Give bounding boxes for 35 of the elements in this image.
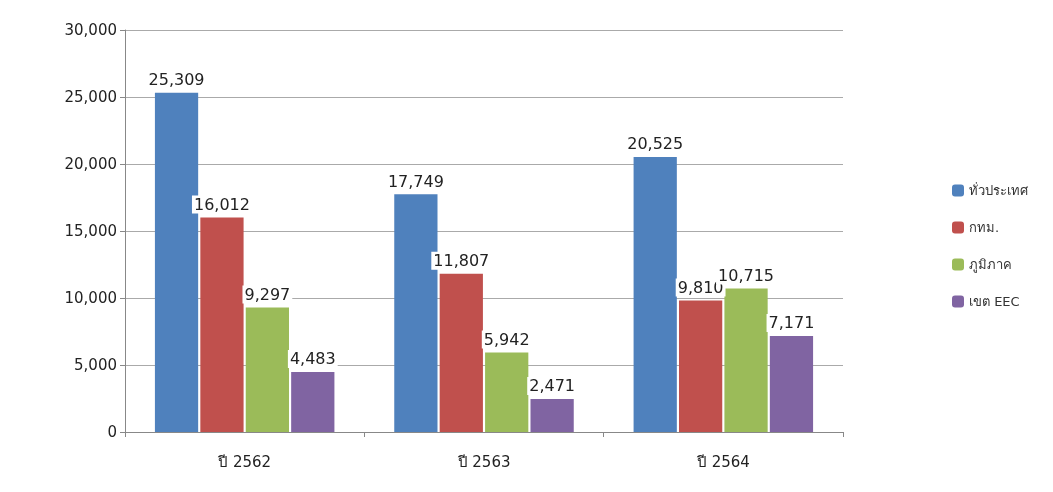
bar xyxy=(724,288,768,432)
data-label: 7,171 xyxy=(768,313,815,333)
bar xyxy=(200,217,244,432)
y-tick-label: 30,000 xyxy=(64,21,117,39)
data-label: 2,471 xyxy=(529,376,576,396)
legend-label: เขต EEC xyxy=(969,294,1020,309)
data-label: 17,749 xyxy=(387,171,444,191)
data-label: 11,807 xyxy=(433,251,490,271)
data-label: 5,942 xyxy=(483,329,530,349)
y-tick-label: 25,000 xyxy=(64,88,117,106)
x-tick-label: ปี 2563 xyxy=(456,452,511,471)
x-tick-label: ปี 2562 xyxy=(217,452,272,471)
data-label: 25,309 xyxy=(148,70,205,90)
bar xyxy=(245,307,289,432)
y-tick-label: 5,000 xyxy=(74,356,117,374)
data-label: 20,525 xyxy=(627,134,684,154)
bar xyxy=(679,300,723,432)
x-tick-label: ปี 2564 xyxy=(695,452,750,471)
data-label: 9,297 xyxy=(244,284,291,304)
y-tick-label: 0 xyxy=(107,423,117,441)
bar xyxy=(633,156,677,432)
y-tick-label: 15,000 xyxy=(64,222,117,240)
data-label: 10,715 xyxy=(718,265,775,285)
legend-label: กทม. xyxy=(969,220,1000,235)
bar xyxy=(291,371,335,432)
bar xyxy=(769,335,814,432)
bar xyxy=(530,398,574,432)
legend-label: ภูมิภาค xyxy=(969,257,1012,273)
data-label: 16,012 xyxy=(193,194,250,214)
data-label: 4,483 xyxy=(289,349,336,369)
y-tick-label: 20,000 xyxy=(64,155,117,173)
legend-label: ทั่วประเทศ xyxy=(969,182,1029,198)
bar xyxy=(485,352,529,432)
y-tick-label: 10,000 xyxy=(64,289,117,307)
bar xyxy=(439,273,483,432)
